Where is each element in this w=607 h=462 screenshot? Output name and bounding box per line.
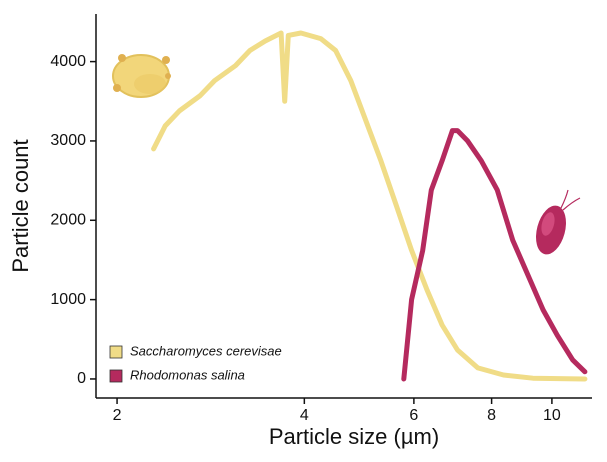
- x-tick-label: 8: [487, 407, 496, 424]
- x-tick-label: 2: [113, 407, 122, 424]
- x-axis-label: Particle size (µm): [269, 424, 439, 449]
- x-tick-label: 10: [543, 407, 561, 424]
- alga-illustration: [536, 189, 581, 255]
- y-axis-label: Particle count: [8, 139, 33, 272]
- y-tick-label: 4000: [50, 53, 86, 70]
- x-tick-label: 4: [300, 407, 309, 424]
- y-tick-label: 1000: [50, 291, 86, 308]
- data-line: [151, 30, 588, 382]
- y-tick-label: 2000: [50, 211, 86, 228]
- legend-swatch: [109, 369, 123, 383]
- x-tick-label: 6: [409, 407, 418, 424]
- data-line: [401, 128, 588, 382]
- legend-label: Saccharomyces cerevisae: [130, 343, 282, 358]
- legend-swatch: [109, 345, 123, 359]
- y-tick-label: 0: [77, 370, 86, 387]
- legend-label: Rhodomonas salina: [130, 367, 245, 382]
- y-tick-label: 3000: [50, 132, 86, 149]
- yeast-illustration: [112, 54, 171, 98]
